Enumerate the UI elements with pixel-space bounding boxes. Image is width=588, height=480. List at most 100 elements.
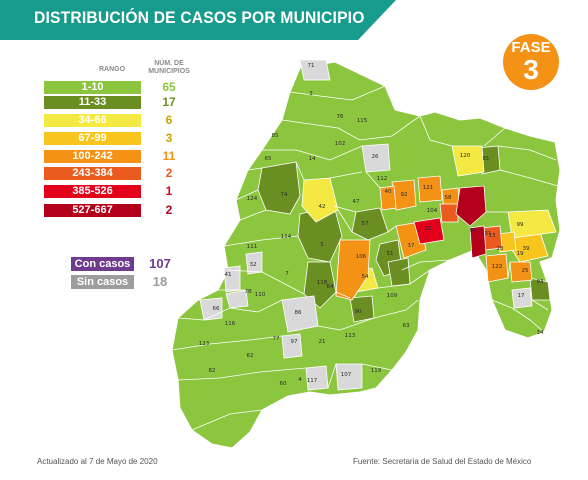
municipality-label: 13 — [489, 233, 496, 239]
municipality-104 — [439, 203, 459, 223]
municipality-label: 14 — [309, 156, 316, 162]
municipality-label: 65 — [265, 156, 272, 162]
municipality-label: 106 — [356, 254, 367, 260]
municipality-label: 95 — [470, 228, 477, 234]
municipality-label: 92 — [401, 192, 408, 198]
phase-label: FASE — [511, 39, 551, 56]
municipality-label: 62 — [247, 353, 254, 359]
status-count: 107 — [149, 256, 171, 271]
municipality-label: 19 — [517, 251, 524, 257]
municipality-label: 97 — [291, 339, 298, 345]
municipality-label: 26 — [372, 154, 379, 160]
updated-date: Actualizado al 7 de Mayo de 2020 — [37, 457, 158, 466]
legend-count-header-line2: MUNICIPIOS — [148, 68, 190, 75]
phase-number: 3 — [523, 54, 539, 85]
source-note: Fuente: Secretaria de Salud del Estado d… — [353, 457, 532, 466]
legend-count-header: NÚM. DE MUNICIPIOS — [144, 60, 194, 76]
municipality-label: 113 — [345, 333, 356, 339]
municipality-label: 63 — [403, 323, 410, 329]
municipality-label: 77 — [273, 336, 280, 342]
legend-range-header: RANGO — [98, 66, 126, 73]
municipality-label: 78 — [245, 289, 252, 295]
municipality-label: 117 — [307, 378, 318, 384]
municipality-label: 74 — [281, 192, 288, 198]
legend-swatch: 385-526 — [44, 185, 141, 198]
municipality-17 — [511, 287, 533, 309]
municipality-121 — [417, 175, 443, 203]
municipality-74 — [257, 161, 301, 215]
municipality-label: 120 — [460, 153, 471, 159]
municipality-label: 17 — [518, 293, 525, 299]
municipality-label: 82 — [209, 368, 216, 374]
municipality-99 — [507, 209, 557, 239]
municipality-label: 40 — [385, 189, 392, 195]
municipality-26 — [361, 143, 391, 173]
municipality-label: 99 — [517, 222, 524, 228]
municipality-label: 41 — [225, 272, 232, 278]
municipality-13 — [455, 185, 487, 227]
legend-count: 65 — [162, 80, 176, 94]
municipality-71 — [299, 59, 331, 81]
municipality-label: 104 — [427, 208, 438, 214]
municipality-label: 81 — [483, 156, 490, 162]
municipality-label: 39 — [523, 246, 530, 252]
municipality-label: 76 — [337, 114, 344, 120]
municipality-label: 114 — [281, 234, 292, 240]
municipality-label: 121 — [423, 185, 434, 191]
municipality-label: 37 — [408, 243, 415, 249]
municipality-label: 110 — [255, 292, 266, 298]
municipality-label: 34 — [537, 330, 544, 336]
municipality-label: 58 — [445, 195, 452, 201]
status-swatch: Con casos — [71, 257, 134, 271]
municipality-label: 107 — [341, 372, 352, 378]
municipality-label: 123 — [199, 341, 210, 347]
legend-count: 11 — [162, 149, 176, 163]
municipality-label: 112 — [377, 176, 388, 182]
municipality-label: 102 — [335, 141, 346, 147]
municipality-label: 85 — [272, 133, 279, 139]
municipality-label: 118 — [317, 280, 328, 286]
legend-swatch: 527-667 — [44, 204, 141, 217]
municipalities — [171, 59, 561, 449]
page-title: DISTRIBUCIÓN DE CASOS POR MUNICIPIO — [34, 8, 365, 27]
municipality-label: 3 — [309, 91, 313, 97]
legend-count: 6 — [165, 113, 173, 127]
municipality-label: 7 — [285, 271, 289, 277]
municipality-label: 122 — [492, 264, 503, 270]
municipality-25 — [509, 261, 533, 283]
municipality-label: 5 — [320, 242, 324, 248]
legend-count-header-line1: NÚM. DE — [154, 60, 184, 67]
municipality-label: 71 — [308, 63, 315, 69]
municipality-label: 109 — [387, 293, 398, 299]
municipality-label: 33 — [425, 226, 432, 232]
legend-count: 2 — [165, 203, 173, 217]
municipality-label: 54 — [362, 274, 369, 280]
municipality-120 — [451, 145, 485, 177]
municipality-label: 66 — [213, 306, 220, 312]
municipality-label: 124 — [247, 196, 258, 202]
municipality-label: 51 — [387, 251, 394, 257]
municipality-57 — [351, 207, 389, 241]
municipality-label: 60 — [280, 381, 287, 387]
municipality-label: 64 — [327, 284, 334, 290]
status-swatch: Sin casos — [71, 275, 134, 289]
municipality-label: 90 — [355, 309, 362, 315]
municipality-label: 32 — [250, 262, 257, 268]
municipality-label: 57 — [362, 221, 369, 227]
municipality-label: 119 — [371, 368, 382, 374]
municipality-62 — [387, 257, 411, 287]
municipality-97 — [281, 333, 303, 359]
municipality-label: 4 — [298, 377, 302, 383]
municipality-label: 86 — [295, 310, 302, 316]
municipality-label: 93 — [537, 279, 544, 285]
municipality-95 — [469, 225, 487, 259]
municipality-label: 28 — [497, 246, 504, 252]
legend-swatch: 67-99 — [44, 132, 141, 145]
municipality-label: 116 — [225, 321, 236, 327]
legend-swatch: 1-10 — [44, 81, 141, 94]
municipality-label: 47 — [353, 199, 360, 205]
legend-swatch: 34-66 — [44, 114, 141, 127]
legend-swatch: 100-242 — [44, 150, 141, 163]
